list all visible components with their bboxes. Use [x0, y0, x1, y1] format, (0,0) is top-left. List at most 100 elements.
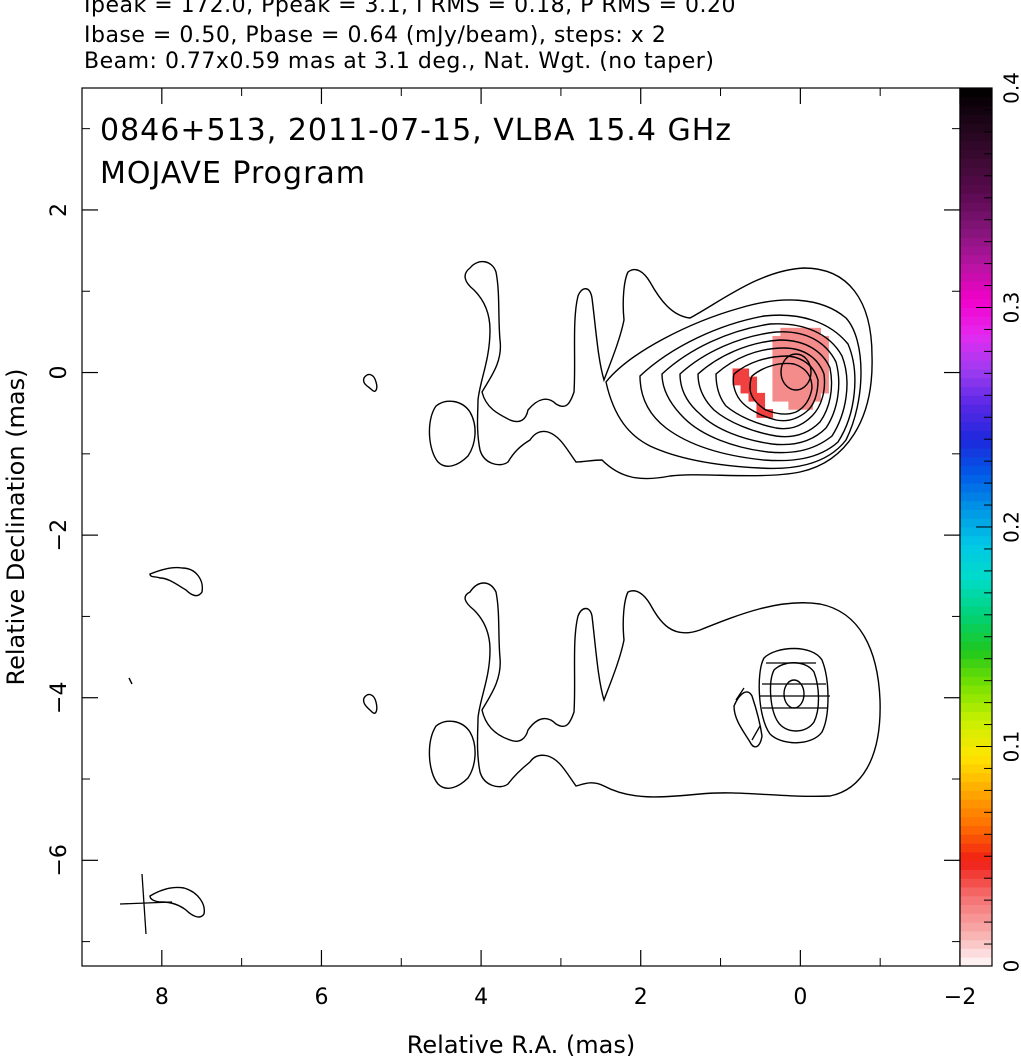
colorbar-step: [960, 702, 992, 712]
pol-pixel: [772, 384, 782, 394]
colorbar-step: [960, 307, 992, 317]
pol-pixel: [804, 352, 813, 361]
colorbar-step: [960, 693, 992, 704]
pol-pixel: [804, 392, 813, 402]
pol-vector: [735, 687, 745, 701]
contour-3: [639, 314, 856, 462]
colorbar-step: [960, 509, 992, 519]
pol-pixel-strong: [756, 392, 766, 402]
colorbar-step: [960, 456, 992, 467]
colorbar-step: [960, 351, 992, 361]
colorbar-step: [960, 289, 992, 300]
colorbar-step: [960, 641, 992, 651]
x-tick-label: 4: [474, 985, 488, 1010]
colorbar-step: [960, 720, 992, 730]
colorbar-step: [960, 922, 992, 932]
x-tick-label: 6: [314, 985, 328, 1010]
axis-ticks: 8 6 4 2 0 −2 2 0 −2 −4 −6: [47, 88, 976, 1010]
colorbar-step: [960, 404, 992, 414]
colorbar-step: [960, 412, 992, 423]
pol-pixel-strong: [740, 368, 750, 378]
pol-pixel-strong: [748, 384, 758, 394]
pol-pixel: [780, 384, 789, 394]
colorbar-step: [960, 491, 992, 502]
pol-pixel: [780, 360, 789, 370]
colorbar-step: [960, 772, 992, 783]
colorbar-step: [960, 88, 992, 98]
x-tick-label: 2: [634, 985, 648, 1010]
pol-pixel: [780, 392, 789, 402]
y-axis-label: Relative Declination (mas): [2, 368, 30, 685]
pol-pixel: [804, 384, 813, 394]
pol-pixel: [772, 368, 782, 378]
colorbar-step: [960, 851, 992, 862]
contour-dot: [128, 677, 133, 685]
pol-pixel: [772, 376, 782, 386]
contour-lower-3: [769, 662, 820, 732]
stokes-i-contours: [128, 261, 881, 918]
pol-pixel: [796, 368, 805, 378]
pol-pixel: [820, 352, 829, 361]
colorbar-step: [960, 553, 992, 563]
pol-pixel-strong: [764, 409, 774, 418]
colorbar-step: [960, 386, 992, 396]
colorbar-step: [960, 807, 992, 818]
pol-pixel: [812, 344, 821, 353]
pol-pixel: [812, 352, 821, 361]
pol-pixel: [820, 360, 829, 370]
colorbar-step: [960, 632, 992, 642]
colorbar-step: [960, 570, 992, 581]
pol-pixel-strong: [732, 368, 742, 378]
pol-pixel: [804, 344, 813, 353]
colorbar-step: [960, 342, 992, 352]
beam-cross: [119, 873, 173, 935]
colorbar-tick-label: 0.2: [1000, 511, 1021, 543]
colorbar-step: [960, 685, 992, 695]
colorbar-step: [960, 105, 992, 115]
x-tick-label: 0: [793, 985, 807, 1010]
contour-2: [605, 299, 862, 470]
colorbar-step: [960, 799, 992, 809]
pol-pixel: [796, 335, 805, 345]
colorbar-step: [960, 246, 992, 256]
colorbar-step: [960, 746, 992, 756]
colorbar-step: [960, 500, 992, 510]
x-tick-label: 8: [155, 985, 169, 1010]
colorbar-step: [960, 658, 992, 668]
contour-outer: [464, 261, 873, 480]
pol-pixel: [820, 368, 829, 378]
colorbar-step: [960, 913, 992, 923]
colorbar-step: [960, 368, 992, 379]
pol-pixel: [804, 327, 813, 337]
pol-pixel: [804, 335, 813, 345]
colorbar-step: [960, 237, 992, 247]
colorbar-step: [960, 579, 992, 589]
colorbar-step: [960, 544, 992, 554]
colorbar-step: [960, 535, 992, 546]
header-beam-line: Beam: 0.77x0.59 mas at 3.1 deg., Nat. Wg…: [84, 49, 715, 74]
pol-pixel: [788, 368, 797, 378]
colorbar-step: [960, 825, 992, 835]
pol-pixel: [812, 360, 821, 370]
colorbar-tick-label: 0.4: [1000, 72, 1021, 104]
colorbar-step: [960, 158, 992, 168]
y-tick-label: 0: [47, 366, 72, 380]
contour-4: [661, 323, 848, 454]
colorbar-step: [960, 219, 992, 229]
colorbar-step: [960, 123, 992, 133]
colorbar-step: [960, 895, 992, 906]
colorbar-step: [960, 562, 992, 572]
colorbar-step: [960, 421, 992, 431]
colorbar-step: [960, 588, 992, 598]
pol-vector: [751, 725, 761, 741]
colorbar-step: [960, 281, 992, 291]
colorbar-step: [960, 316, 992, 326]
colorbar: [960, 88, 992, 967]
pol-pixel: [788, 376, 797, 386]
pol-pixel: [804, 400, 813, 410]
pol-pixel-strong: [740, 376, 750, 386]
colorbar-step: [960, 395, 992, 405]
pol-pixel: [788, 400, 797, 410]
contour-blob-left: [428, 400, 476, 467]
